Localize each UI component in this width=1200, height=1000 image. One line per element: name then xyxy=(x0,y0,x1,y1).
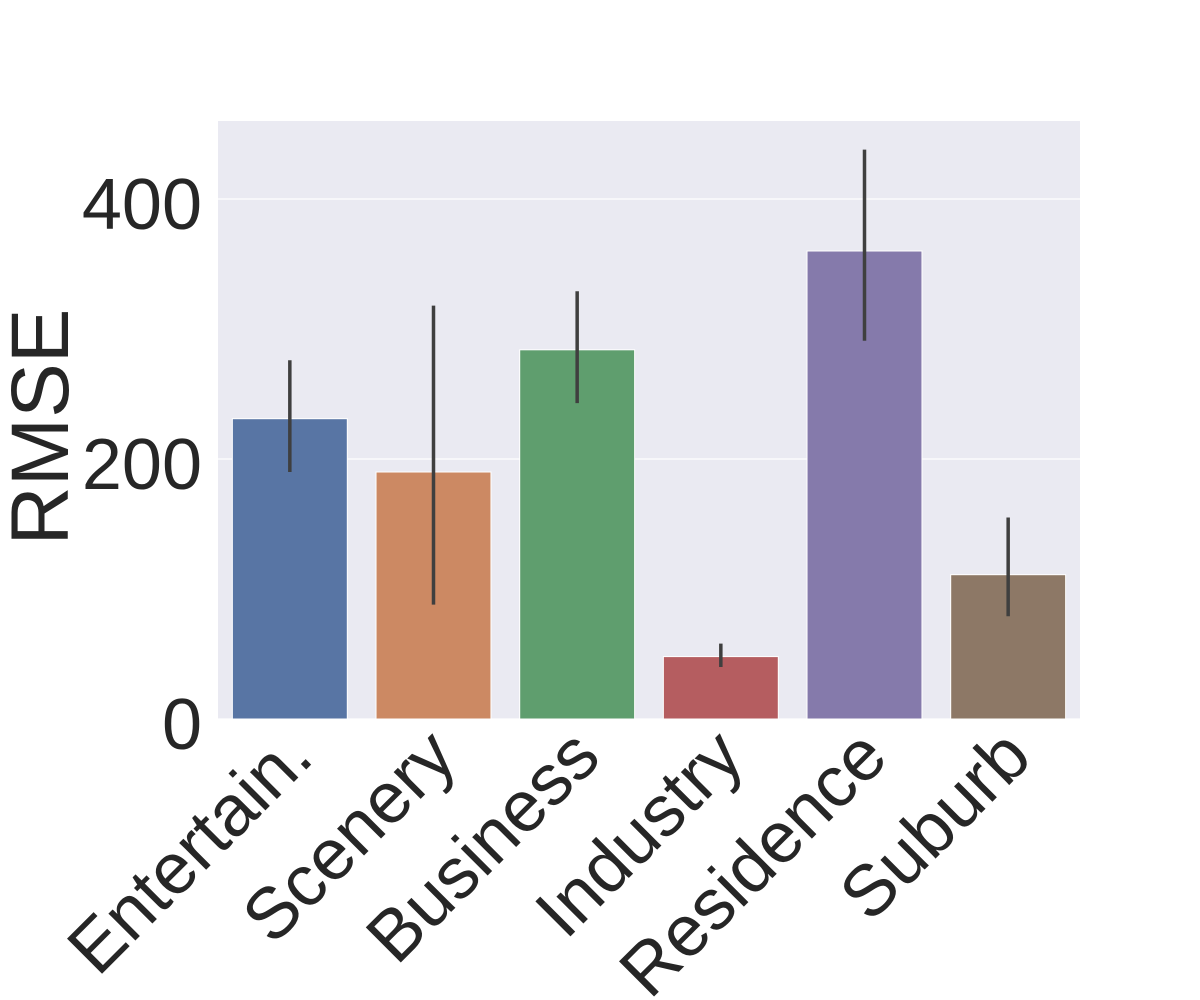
y-axis-label: RMSE xyxy=(0,309,86,546)
y-tick-label: 400 xyxy=(82,165,202,245)
bar-business xyxy=(519,349,636,720)
error-bars xyxy=(288,149,1010,667)
grid-lines xyxy=(218,198,1080,720)
y-tick-label: 0 xyxy=(162,685,202,765)
y-tick-label: 200 xyxy=(82,425,202,505)
plot-area xyxy=(218,121,1080,719)
y-tick-labels: 0 200 400 xyxy=(82,165,202,765)
